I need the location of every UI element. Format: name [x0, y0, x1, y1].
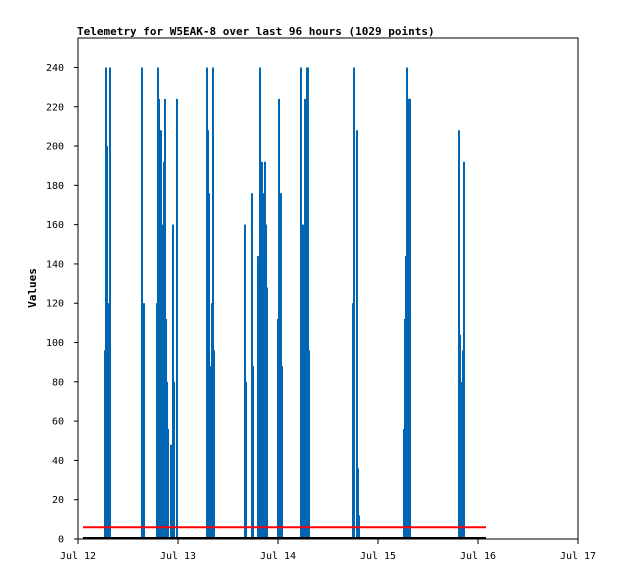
- y-tick-label-11: 220: [46, 102, 64, 113]
- y-tick-label-3: 60: [52, 417, 64, 428]
- bar-29: [213, 350, 215, 539]
- x-tick-label-4: Jul 16: [460, 551, 496, 562]
- y-tick-label-4: 80: [52, 377, 64, 388]
- y-tick-label-10: 200: [46, 142, 64, 153]
- bar-19: [170, 444, 172, 539]
- y-axis: 0 20 40 60 80 100 120 140 160 180 200 220 240: [46, 63, 78, 546]
- bar-59: [353, 67, 355, 539]
- y-tick-label-6: 120: [46, 299, 64, 310]
- x-tick-label-3: Jul 15: [360, 551, 396, 562]
- bar-2: [106, 146, 108, 539]
- bar-43: [266, 287, 268, 539]
- bar-26: [209, 366, 211, 539]
- bar-31: [245, 381, 247, 539]
- bar-74: [463, 161, 465, 540]
- x-tick-label-2: Jul 14: [260, 551, 296, 562]
- y-tick-label-12: 240: [46, 63, 64, 74]
- x-tick-label-0: Jul 12: [60, 551, 96, 562]
- bar-61: [357, 468, 359, 539]
- bar-57: [308, 350, 310, 539]
- y-tick-label-9: 180: [46, 181, 64, 192]
- plot-frame: [77, 37, 579, 540]
- x-tick-label-5: Jul 17: [560, 551, 596, 562]
- y-tick-label-0: 0: [58, 535, 64, 546]
- bar-70: [458, 130, 460, 540]
- bar-4: [109, 67, 111, 539]
- bar-71: [459, 334, 461, 539]
- bar-22: [176, 98, 178, 540]
- y-tick-label-8: 160: [46, 220, 64, 231]
- y-axis-label: Values: [26, 268, 39, 308]
- bar-45: [278, 98, 280, 540]
- bar-25: [208, 193, 210, 539]
- x-tick-label-1: Jul 13: [160, 551, 196, 562]
- bar-28: [212, 67, 214, 539]
- lines-layer: [83, 526, 486, 539]
- bar-56: [307, 67, 309, 539]
- bars-layer: [104, 67, 465, 540]
- y-tick-label-1: 20: [52, 495, 64, 506]
- bar-67: [407, 98, 409, 540]
- bar-33: [252, 366, 254, 539]
- bar-21: [173, 381, 175, 539]
- bar-69: [409, 98, 411, 540]
- y-tick-label-5: 100: [46, 338, 64, 349]
- x-axis: Jul 12 Jul 13 Jul 14 Jul 15 Jul 16 Jul 17: [60, 539, 596, 562]
- bar-48: [281, 366, 283, 539]
- bar-60: [356, 130, 358, 540]
- y-tick-label-2: 40: [52, 456, 64, 467]
- bar-15: [164, 98, 166, 540]
- bar-5: [141, 67, 143, 539]
- bar-18: [167, 429, 169, 539]
- bar-47: [280, 193, 282, 539]
- chart-title: Telemetry for W5EAK-8 over last 96 hours…: [77, 25, 435, 38]
- bar-32: [251, 193, 253, 539]
- y-tick-label-7: 140: [46, 259, 64, 270]
- bar-6: [143, 303, 145, 539]
